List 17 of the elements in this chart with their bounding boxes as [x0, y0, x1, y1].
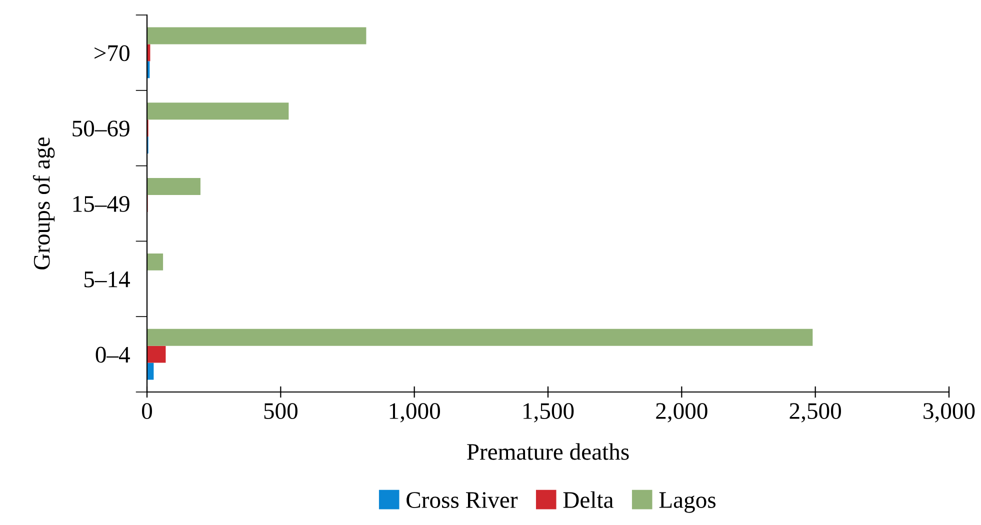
x-tick-label: 1,000: [390, 403, 440, 422]
x-tick-label: 1,500: [524, 403, 574, 422]
x-axis-title: Premature deaths: [467, 443, 629, 460]
y-tick-label: >70: [94, 45, 130, 62]
y-tick-label: 15–49: [73, 196, 130, 212]
x-tick-label: 500: [264, 403, 298, 420]
x-tick-label: 0: [142, 403, 152, 420]
y-tick-label: 0–4: [96, 346, 130, 363]
x-tick-label: 2,500: [790, 403, 841, 422]
x-tick-label: 2,000: [656, 403, 708, 422]
x-tick-label: 3,000: [924, 403, 975, 422]
legend-label: Delta: [563, 491, 614, 508]
y-tick-label: 5–14: [84, 272, 130, 288]
legend-label: Cross River: [406, 492, 518, 508]
y-axis-title: Groups of age: [32, 137, 55, 270]
legend-label: Lagos: [659, 492, 716, 513]
y-tick-label: 50–69: [72, 120, 130, 137]
